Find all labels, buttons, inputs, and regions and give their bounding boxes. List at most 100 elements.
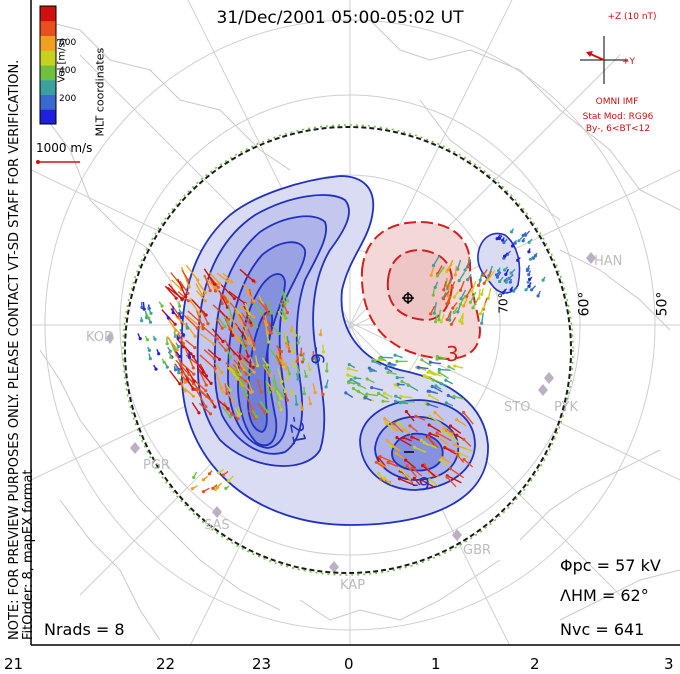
- velocity-vector-origin: [220, 302, 224, 306]
- velocity-vector-origin: [494, 273, 499, 277]
- velocity-vector: [198, 370, 207, 386]
- velocity-vector-origin: [513, 241, 517, 245]
- velocity-vector-origin: [204, 405, 208, 409]
- velocity-vector-origin: [404, 410, 408, 414]
- velocity-vector-origin: [209, 381, 213, 385]
- velocity-vector-origin: [508, 280, 512, 284]
- velocity-vector-origin: [201, 370, 205, 374]
- velocity-vector-origin: [421, 464, 425, 468]
- velocity-vector: [393, 423, 404, 433]
- velocity-vector-origin: [382, 476, 387, 480]
- velocity-vector: [169, 370, 181, 385]
- velocity-vector-origin: [509, 230, 514, 234]
- velocity-vector-origin: [524, 233, 528, 237]
- imf-model: Stat Mod: RG96: [582, 112, 654, 122]
- velocity-vector-origin: [452, 443, 457, 447]
- velocity-vector-origin: [412, 476, 416, 480]
- velocity-vector-origin: [283, 390, 287, 394]
- velocity-vector: [195, 388, 207, 408]
- velocity-vector: [277, 346, 282, 358]
- velocity-vector-origin: [225, 300, 229, 304]
- velocity-vector: [258, 299, 267, 310]
- velocity-vector: [189, 299, 201, 315]
- velocity-vector-origin: [468, 300, 472, 304]
- velocity-vector: [428, 436, 439, 449]
- velocity-vector-origin: [236, 417, 240, 421]
- velocity-vector: [264, 315, 268, 325]
- velocity-vector: [195, 283, 203, 296]
- velocity-vector-origin: [437, 367, 441, 372]
- velocity-vector-origin: [452, 310, 456, 314]
- velocity-vector: [447, 284, 451, 296]
- velocity-vector-origin: [541, 278, 545, 282]
- velocity-vector-origin: [462, 437, 466, 441]
- velocity-vector: [183, 345, 192, 355]
- velocity-vector-origin: [216, 285, 220, 289]
- velocity-vector-origin: [181, 333, 185, 337]
- velocity-vector: [198, 402, 211, 415]
- velocity-vector-origin: [400, 380, 404, 384]
- velocity-vector-origin: [185, 326, 189, 330]
- velocity-vector-origin: [256, 364, 260, 368]
- velocity-vector-origin: [503, 254, 507, 258]
- velocity-vector-origin: [180, 316, 184, 320]
- velocity-vector-origin: [384, 366, 388, 370]
- preview-note-line1: NOTE: FOR PREVIEW PURPOSES ONLY. PLEASE …: [7, 59, 22, 640]
- mlt-tick-22: 22: [156, 655, 176, 673]
- velocity-vector-origin: [265, 409, 269, 414]
- velocity-vector-origin: [431, 378, 435, 382]
- velocity-vector-origin: [228, 388, 232, 392]
- velocity-vector: [263, 319, 269, 333]
- velocity-vector: [219, 291, 228, 303]
- velocity-vector-origin: [392, 422, 396, 426]
- velocity-vector-origin: [178, 354, 182, 359]
- velocity-vector: [185, 377, 194, 390]
- velocity-vector-origin: [394, 394, 398, 398]
- velocity-vector-origin: [378, 356, 382, 360]
- velocity-vector: [400, 395, 413, 399]
- velocity-vector-origin: [448, 424, 453, 428]
- velocity-vector-origin: [325, 369, 329, 373]
- imf-clock-diagram: [580, 36, 628, 84]
- velocity-vector-origin: [435, 431, 439, 435]
- velocity-vector: [195, 290, 206, 302]
- velocity-vector-origin: [456, 453, 460, 457]
- velocity-vector-origin: [232, 296, 236, 301]
- velocity-vector-origin: [165, 365, 169, 369]
- velocity-vector-origin: [398, 401, 402, 405]
- velocity-vector-origin: [201, 478, 205, 482]
- velocity-vector-origin: [251, 365, 255, 369]
- velocity-vector: [429, 370, 440, 377]
- velocity-vector-origin: [427, 423, 431, 427]
- velocity-vector: [236, 357, 245, 370]
- velocity-vector: [415, 415, 426, 421]
- velocity-vector-origin: [178, 382, 182, 386]
- velocity-vector-origin: [528, 257, 533, 261]
- velocity-vector-origin: [252, 299, 256, 303]
- velocity-vector-origin: [521, 239, 525, 243]
- velocity-vector-origin: [501, 291, 505, 295]
- velocity-colorbar: [39, 5, 57, 125]
- velocity-vector-origin: [416, 365, 420, 369]
- velocity-vector-origin: [427, 435, 431, 439]
- velocity-vector-origin: [347, 381, 351, 385]
- velocity-vector-origin: [247, 341, 251, 345]
- velocity-vector-origin: [217, 471, 221, 475]
- velocity-vector: [428, 424, 442, 433]
- velocity-vector: [453, 395, 464, 400]
- velocity-vector: [405, 411, 415, 422]
- velocity-vector-origin: [481, 273, 485, 277]
- velocity-vector-origin: [460, 321, 464, 325]
- velocity-vector: [217, 341, 227, 351]
- velocity-vector: [224, 383, 228, 394]
- velocity-vector-origin: [419, 478, 423, 482]
- velocity-vector: [471, 280, 477, 292]
- velocity-vector-origin: [321, 392, 325, 397]
- velocity-vector-origin: [451, 306, 455, 310]
- velocity-vector-origin: [230, 280, 234, 284]
- velocity-vector-origin: [527, 273, 531, 277]
- velocity-vector: [234, 372, 245, 385]
- velocity-vector: [248, 288, 253, 303]
- velocity-vector-origin: [193, 346, 197, 350]
- velocity-vector-origin: [251, 279, 255, 283]
